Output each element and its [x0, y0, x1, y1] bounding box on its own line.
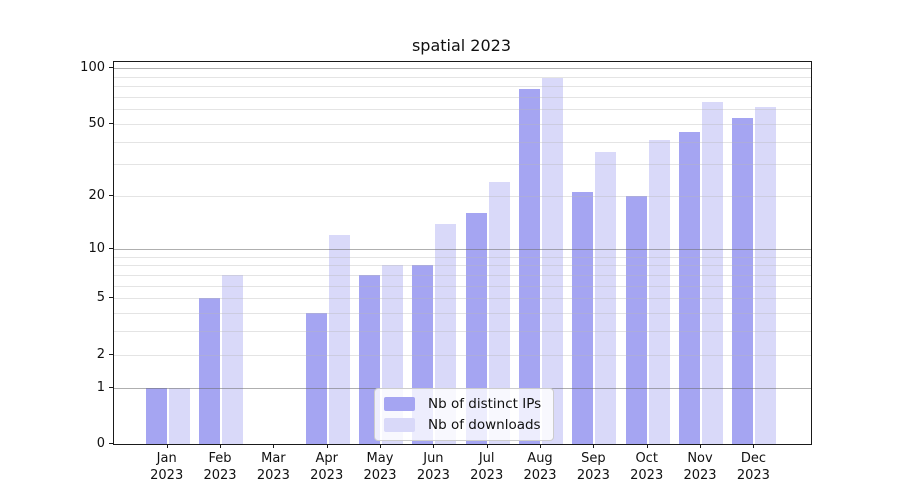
bar-nb-of-distinct-ips-aug	[519, 89, 540, 444]
y-tick-mark-100	[109, 67, 113, 69]
bar-nb-of-downloads-jan	[168, 387, 190, 444]
x-tick-mark-dec	[753, 444, 755, 448]
gridline-minor-80	[114, 86, 811, 88]
bar-nb-of-distinct-ips-dec	[732, 117, 754, 444]
bar-nb-of-downloads-dec	[755, 106, 777, 444]
gridline-minor-5	[114, 298, 811, 300]
legend-item-downloads: Nb of downloads	[384, 417, 541, 433]
y-tick-label-20: 20	[88, 188, 105, 204]
x-tick-mark-aug	[540, 444, 541, 448]
x-tick-label-feb: Feb 2023	[203, 451, 237, 483]
bars-layer	[114, 62, 811, 444]
y-tick-label-100: 100	[80, 60, 105, 76]
gridline-minor-70	[114, 96, 811, 98]
y-tick-label-2: 2	[96, 346, 105, 362]
x-tick-mark-feb	[220, 444, 221, 448]
gridline-minor-3	[114, 331, 811, 333]
x-tick-label-may: May 2023	[363, 451, 397, 483]
bar-nb-of-downloads-apr	[328, 235, 350, 444]
bar-nb-of-distinct-ips-jul	[465, 213, 487, 444]
y-tick-label-0: 0	[96, 436, 105, 451]
x-tick-label-aug: Aug 2023	[523, 451, 557, 483]
x-tick-mark-apr	[326, 444, 328, 448]
legend-swatch-distinct-ips	[384, 397, 415, 411]
x-tick-mark-jan	[166, 444, 168, 448]
x-tick-mark-oct	[646, 444, 648, 448]
bar-nb-of-downloads-aug	[542, 77, 563, 444]
y-tick-label-5: 5	[96, 290, 105, 306]
x-tick-label-nov: Nov 2023	[683, 451, 717, 483]
bar-nb-of-distinct-ips-nov	[679, 132, 700, 444]
gridline-major-10	[114, 248, 811, 250]
gridline-minor-9	[114, 256, 811, 258]
bar-nb-of-downloads-nov	[702, 101, 723, 444]
gridline-minor-7	[114, 274, 811, 276]
gridline-minor-2	[114, 354, 811, 356]
bar-nb-of-distinct-ips-jan	[145, 387, 167, 444]
y-tick-mark-2	[109, 353, 113, 355]
x-tick-label-mar: Mar 2023	[256, 451, 290, 483]
gridline-minor-90	[114, 76, 811, 78]
gridline-minor-20	[114, 196, 811, 198]
legend-item-distinct-ips: Nb of distinct IPs	[384, 396, 541, 412]
x-tick-label-jun: Jun 2023	[416, 451, 450, 483]
bar-nb-of-distinct-ips-oct	[625, 196, 647, 444]
chart-title: spatial 2023	[411, 36, 512, 55]
x-tick-label-sep: Sep 2023	[576, 451, 610, 483]
x-tick-label-oct: Oct 2023	[630, 451, 664, 483]
plot-area	[113, 61, 812, 445]
gridline-minor-6	[114, 285, 811, 287]
x-tick-mark-may	[380, 444, 381, 448]
legend-swatch-downloads	[384, 418, 415, 432]
y-tick-mark-20	[109, 195, 113, 197]
gridline-minor-60	[114, 109, 811, 111]
gridline-minor-50	[114, 123, 811, 125]
bar-nb-of-downloads-oct	[648, 139, 670, 444]
x-tick-label-dec: Dec 2023	[736, 451, 770, 483]
y-tick-mark-0	[109, 443, 113, 444]
bar-nb-of-downloads-feb	[222, 274, 243, 444]
x-tick-label-jul: Jul 2023	[470, 451, 504, 483]
x-tick-mark-jun	[433, 444, 435, 448]
gridline-minor-4	[114, 312, 811, 314]
y-tick-mark-10	[109, 247, 113, 249]
y-tick-mark-50	[109, 122, 113, 124]
y-tick-label-1: 1	[96, 379, 105, 395]
grid-layer	[114, 62, 811, 444]
y-tick-mark-5	[109, 297, 113, 299]
x-tick-label-jan: Jan 2023	[150, 451, 184, 483]
gridline-minor-40	[114, 141, 811, 143]
x-tick-mark-jul	[486, 444, 488, 448]
gridline-minor-8	[114, 265, 811, 267]
y-tick-label-50: 50	[88, 115, 105, 131]
x-tick-label-apr: Apr 2023	[310, 451, 344, 483]
gridline-major-100	[114, 68, 811, 70]
gridline-minor-30	[114, 164, 811, 166]
y-tick-mark-1	[109, 386, 113, 388]
legend-label-downloads: Nb of downloads	[428, 417, 541, 433]
bar-nb-of-downloads-jul	[488, 181, 510, 444]
bar-nb-of-distinct-ips-apr	[305, 312, 327, 444]
x-tick-mark-sep	[593, 444, 595, 448]
bar-nb-of-distinct-ips-feb	[199, 298, 220, 444]
x-tick-mark-mar	[273, 444, 275, 448]
legend: Nb of distinct IPs Nb of downloads	[374, 388, 555, 441]
bar-nb-of-downloads-sep	[595, 152, 617, 444]
legend-label-distinct-ips: Nb of distinct IPs	[428, 396, 542, 412]
y-tick-label-10: 10	[88, 240, 105, 256]
x-tick-mark-nov	[700, 444, 701, 448]
bar-nb-of-distinct-ips-sep	[572, 192, 594, 444]
